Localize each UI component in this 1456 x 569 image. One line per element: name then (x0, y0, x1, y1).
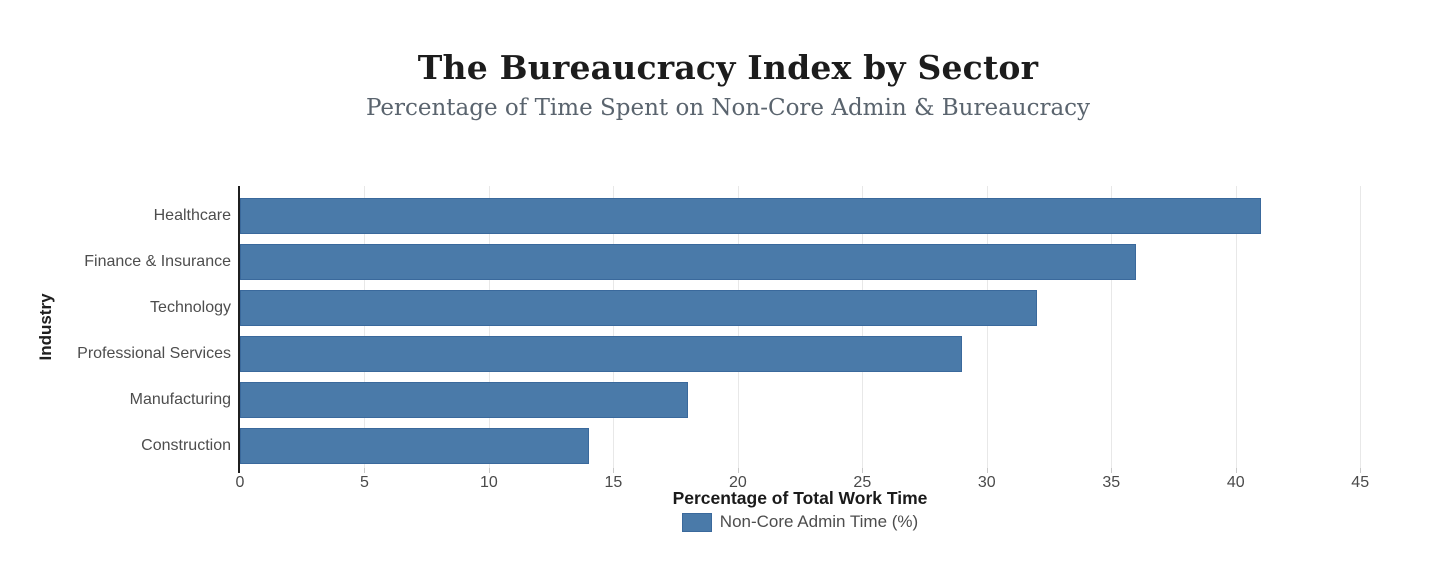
bar-construction[interactable] (240, 428, 589, 464)
x-tick-label: 0 (235, 474, 245, 491)
bar-professional-services[interactable] (240, 336, 962, 372)
category-label-healthcare: Healthcare (153, 207, 231, 224)
bar-technology[interactable] (240, 290, 1037, 326)
x-tick-label: 10 (480, 474, 498, 491)
gridline (1235, 186, 1237, 468)
x-tick-mark (613, 468, 615, 473)
x-tick-label: 40 (1226, 474, 1245, 491)
plot-area: 0 5 10 15 20 25 30 35 40 45 Healthcare Finance & In… (77, 186, 1410, 491)
x-tick-label: 45 (1351, 474, 1370, 491)
x-tick-label: 20 (728, 474, 747, 491)
x-axis-label: Percentage of Total Work Time (672, 488, 928, 508)
chart-title: The Bureaucracy Index by Sector (417, 48, 1039, 87)
bar-finance-insurance[interactable] (240, 244, 1137, 280)
category-label-manufacturing: Manufacturing (129, 391, 231, 408)
legend: Non-Core Admin Time (%) (240, 512, 1360, 532)
x-tick-label: 15 (604, 474, 623, 491)
x-tick-mark (862, 468, 864, 473)
legend-swatch-icon (681, 512, 712, 532)
x-tick-label: 35 (1102, 474, 1121, 491)
bar-healthcare[interactable] (240, 198, 1261, 234)
category-label-technology: Technology (150, 299, 231, 316)
bar-manufacturing[interactable] (240, 382, 689, 418)
x-tick-mark (488, 468, 490, 473)
y-axis-label: Industry (36, 293, 55, 361)
x-tick-mark (1235, 468, 1237, 473)
x-tick-label: 25 (853, 474, 872, 491)
gridline (364, 186, 366, 468)
x-tick-mark (737, 468, 739, 473)
gridline (488, 186, 490, 468)
gridline (986, 186, 988, 468)
x-tick-mark (1111, 468, 1113, 473)
gridline (737, 186, 739, 468)
x-tick-label: 30 (977, 474, 996, 491)
legend-item[interactable]: Non-Core Admin Time (%) (681, 512, 919, 532)
legend-label: Non-Core Admin Time (%) (719, 512, 919, 531)
chart-subtitle: Percentage of Time Spent on Non-Core Adm… (365, 95, 1091, 121)
gridline (1360, 186, 1362, 468)
gridline (613, 186, 615, 468)
category-label-professional-services: Professional Services (77, 345, 231, 362)
y-axis-line (238, 186, 240, 473)
category-label-construction: Construction (141, 437, 231, 454)
x-tick-label: 5 (360, 474, 369, 491)
x-tick-mark (1360, 468, 1362, 473)
category-label-finance-insurance: Finance & Insurance (84, 253, 231, 270)
gridline (1111, 186, 1113, 468)
gridline (862, 186, 864, 468)
x-tick-mark (364, 468, 366, 473)
x-tick-mark (986, 468, 988, 473)
